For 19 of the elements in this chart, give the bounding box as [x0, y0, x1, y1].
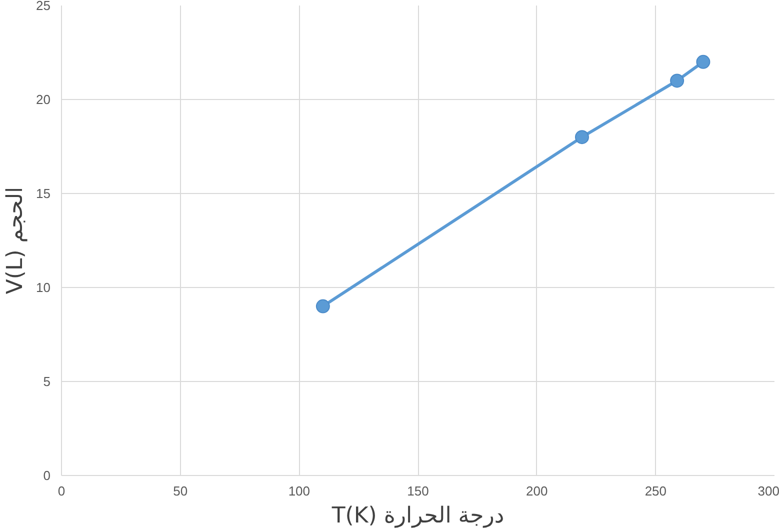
point [670, 74, 684, 88]
y-tick-label: 5 [43, 374, 51, 389]
x-tick-label: 100 [288, 484, 310, 498]
x-tick-label: 50 [173, 484, 188, 498]
y-tick-label: 25 [36, 0, 51, 13]
point [696, 54, 710, 69]
x-axis-title: T(K) درجة الحرارة [330, 504, 504, 528]
y-tick-label: 20 [36, 92, 51, 107]
x-tick-label: 300 [758, 484, 779, 498]
x-tick-label: 200 [526, 484, 548, 498]
y-tick-label: 0 [43, 468, 51, 483]
x-tick-label: 150 [407, 484, 429, 498]
x-tick-label: 0 [58, 484, 66, 498]
x-tick-label: 250 [644, 484, 667, 498]
y-tick-label: 10 [36, 280, 51, 295]
y-tick-label: 15 [36, 186, 51, 201]
point [574, 130, 589, 144]
point [316, 299, 330, 314]
y-axis-title: V(L) الحجم [3, 186, 28, 294]
